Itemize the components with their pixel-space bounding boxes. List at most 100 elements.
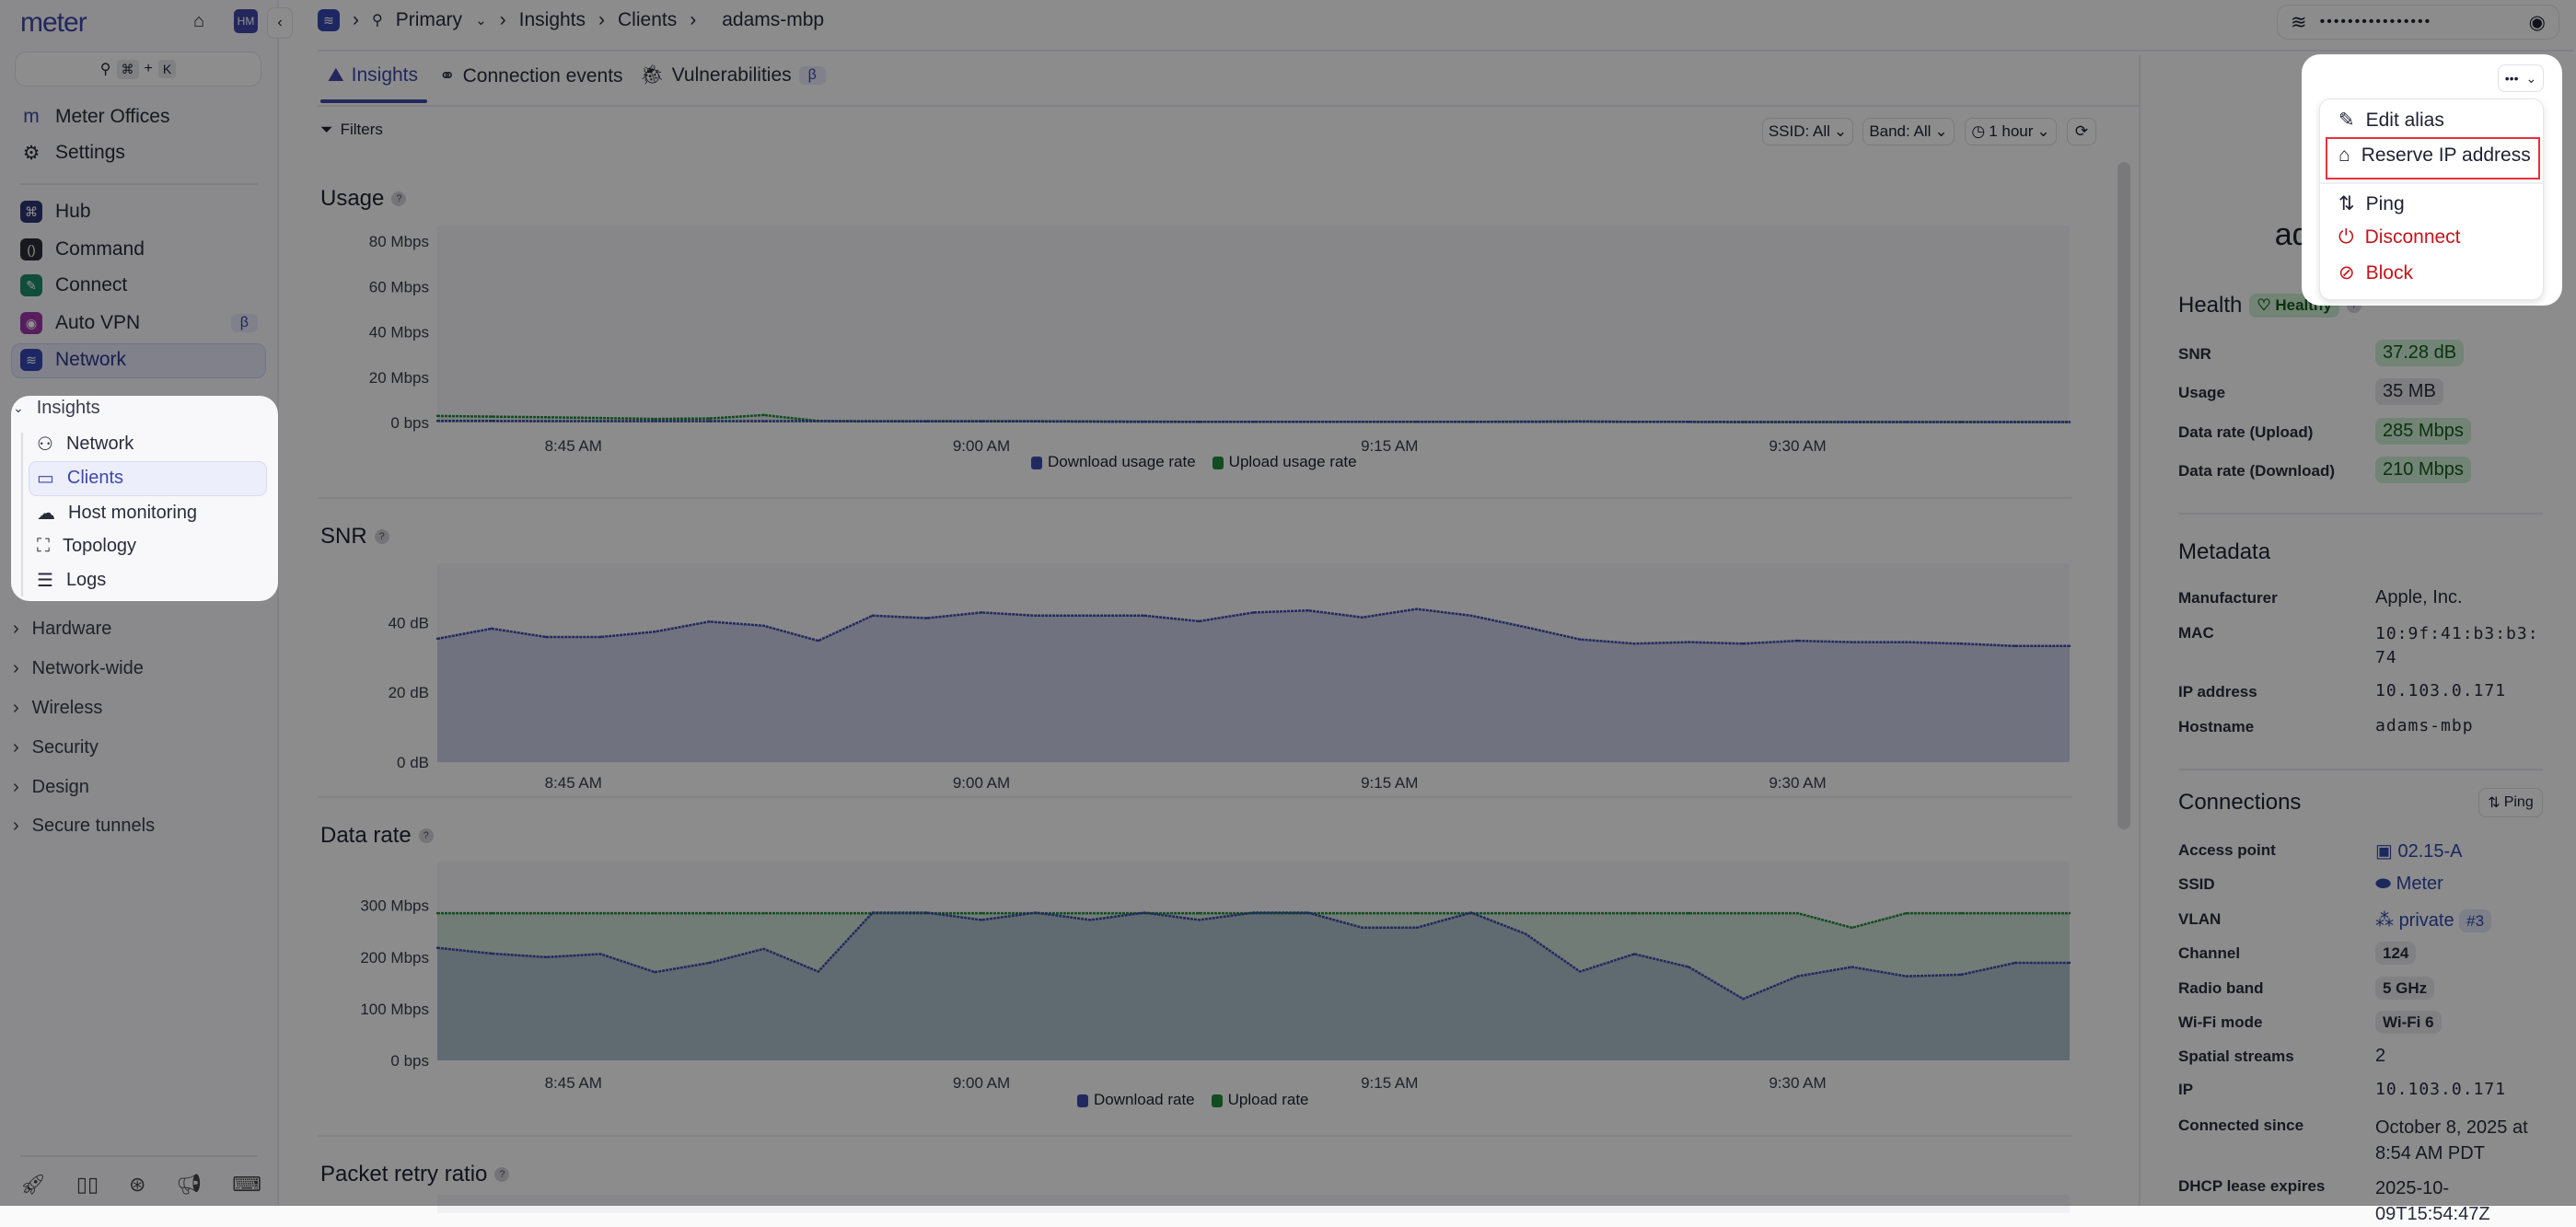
rate-point: [817, 911, 819, 915]
connection-value[interactable]: ⬬ Meter: [2375, 874, 2443, 894]
heart-icon: ♡: [2257, 296, 2271, 314]
sidebar-subitem-topology[interactable]: ⛶ Topology: [37, 530, 136, 561]
chevron-right-icon: ›: [690, 9, 697, 30]
usage-point: [1198, 421, 1201, 423]
y-tick-label: 80 Mbps: [369, 233, 429, 250]
avatar[interactable]: HM: [234, 9, 258, 33]
rate-point: [1796, 975, 1799, 978]
lifebuoy-icon[interactable]: ⊛: [129, 1173, 146, 1196]
menu-item-reserve-ip[interactable]: ⌂ Reserve IP address: [2338, 145, 2531, 166]
sidebar-section-security[interactable]: › Security: [13, 737, 99, 758]
menu-item-edit-alias[interactable]: ✎ Edit alias: [2338, 109, 2444, 132]
sidebar-subitem-clients[interactable]: ▭ Clients: [37, 462, 123, 493]
rate-series-1-area: [437, 913, 2070, 1060]
more-actions-button[interactable]: ••• ⌄: [2498, 64, 2544, 92]
sidebar-section-wireless[interactable]: › Wireless: [13, 698, 102, 719]
filters-button[interactable]: ⏷ Filters: [320, 121, 383, 139]
sidebar-item-auto-vpn[interactable]: ◉ Auto VPN β: [20, 307, 258, 339]
ssid-filter[interactable]: SSID: All ⌄: [1762, 118, 1853, 145]
ssid-icon: ⬬: [2375, 874, 2392, 894]
label: Wireless: [31, 698, 103, 718]
sidebar-subitem-logs[interactable]: ☰ Logs: [37, 564, 106, 596]
shortcut-key: K: [157, 60, 177, 78]
label: Host monitoring: [68, 502, 198, 523]
sidebar-item-meter-offices[interactable]: m Meter Offices: [20, 101, 169, 133]
band-filter[interactable]: Band: All ⌄: [1862, 118, 1955, 145]
usage-point: [1742, 421, 1745, 423]
legend-item-upload[interactable]: Upload usage rate: [1212, 453, 1357, 471]
y-tick-label: 0 bps: [390, 414, 429, 432]
sidebar-item-network[interactable]: ≋ Network: [20, 344, 126, 376]
sidebar-subitem-host-monitoring[interactable]: ☁ Host monitoring: [37, 497, 197, 528]
connection-value[interactable]: ⁂ private #3: [2375, 909, 2492, 932]
wifi-password-box[interactable]: ≋ •••••••••••••••• ◉: [2277, 5, 2559, 40]
divider: [2320, 182, 2543, 184]
collapse-sidebar-button[interactable]: ‹: [267, 7, 293, 39]
help-icon[interactable]: ?: [494, 1167, 510, 1182]
snr-point: [599, 635, 602, 639]
ping-icon: ⇅: [2338, 193, 2355, 214]
tab-vulnerabilities[interactable]: 🐞︎ Vulnerabilities β: [640, 64, 826, 87]
sidebar-item-command[interactable]: () Command: [20, 234, 145, 265]
rate-point: [490, 952, 493, 955]
usage-point: [1905, 421, 1908, 423]
sidebar-item-settings[interactable]: ⚙ Settings: [20, 137, 125, 168]
connection-value[interactable]: ▣ 02.15-A: [2375, 841, 2463, 862]
legend-item-download[interactable]: Download rate: [1077, 1091, 1195, 1109]
label: Connection events: [462, 64, 623, 87]
sidebar-section-network-wide[interactable]: › Network-wide: [13, 658, 144, 679]
vlan-icon: ⁂: [2375, 910, 2394, 931]
ping-button[interactable]: ⇅ Ping: [2478, 788, 2543, 817]
scrollbar[interactable]: [2118, 162, 2130, 829]
label: Security: [31, 737, 99, 758]
sidebar-section-insights[interactable]: ⌄ Insights: [13, 398, 100, 419]
rate-point: [599, 911, 602, 915]
help-icon[interactable]: ?: [374, 529, 389, 544]
refresh-button[interactable]: ⟳: [2067, 118, 2096, 145]
megaphone-icon[interactable]: 📢︎: [176, 1173, 203, 1196]
rocket-icon[interactable]: 🚀︎: [20, 1173, 46, 1196]
sidebar-section-secure-tunnels[interactable]: › Secure tunnels: [13, 816, 155, 837]
legend-item-upload[interactable]: Upload rate: [1211, 1091, 1309, 1109]
label: DHCP lease expires: [2178, 1177, 2326, 1195]
snr-point: [1905, 641, 1908, 643]
search-button[interactable]: ⚲ ⌘ + K: [15, 52, 261, 87]
chevron-down-icon[interactable]: ⌄: [475, 13, 487, 29]
legend-item-download[interactable]: Download usage rate: [1031, 453, 1196, 471]
bug-icon: 🐞︎: [640, 64, 665, 86]
keyboard-icon[interactable]: ⌨: [232, 1173, 261, 1196]
breadcrumb-insights[interactable]: Insights: [518, 9, 586, 30]
eye-icon[interactable]: ◉: [2528, 11, 2546, 33]
sidebar-section-hardware[interactable]: › Hardware: [13, 619, 111, 640]
x-tick-label: 8:45 AM: [545, 1074, 602, 1092]
usage-point: [599, 416, 602, 420]
snr-point: [435, 637, 439, 641]
book-icon[interactable]: ▯▯: [75, 1173, 99, 1196]
menu-item-disconnect[interactable]: ⏻ Disconnect: [2338, 226, 2461, 248]
auto-vpn-icon: ◉: [20, 312, 42, 334]
menu-item-block[interactable]: ⊘ Block: [2338, 261, 2413, 284]
breadcrumb-clients[interactable]: Clients: [618, 9, 678, 30]
label: Vulnerabilities: [671, 64, 792, 86]
meter-logo[interactable]: meter: [20, 7, 87, 38]
tab-connection-events[interactable]: ⚭ Connection events: [439, 64, 623, 87]
snr-point: [2013, 644, 2017, 648]
tab-insights[interactable]: ⛰ Insights: [328, 64, 418, 87]
menu-item-ping[interactable]: ⇅ Ping: [2338, 192, 2405, 215]
sidebar-section-design[interactable]: › Design: [13, 777, 89, 798]
sidebar-item-connect[interactable]: ✎ Connect: [20, 270, 127, 301]
help-icon[interactable]: ?: [391, 191, 407, 206]
help-icon[interactable]: ?: [418, 828, 434, 843]
app-store-icon[interactable]: ⌂: [193, 11, 205, 31]
breadcrumb-network[interactable]: Primary: [395, 9, 463, 30]
x-tick-label: 9:30 AM: [1769, 774, 1826, 792]
snr-point: [762, 624, 765, 628]
ip-address-value: 10.103.0.171: [2375, 681, 2507, 700]
snr-point: [1361, 616, 1363, 619]
sidebar-item-hub[interactable]: ⌘ Hub: [20, 196, 91, 227]
sidebar-subitem-network[interactable]: ⚇ Network: [37, 428, 133, 459]
rate-point: [1578, 970, 1582, 973]
time-range-select[interactable]: ◷ 1 hour ⌄: [1965, 118, 2057, 145]
download-rate-value: 210 Mbps: [2375, 457, 2471, 483]
rate-point: [2013, 961, 2017, 965]
